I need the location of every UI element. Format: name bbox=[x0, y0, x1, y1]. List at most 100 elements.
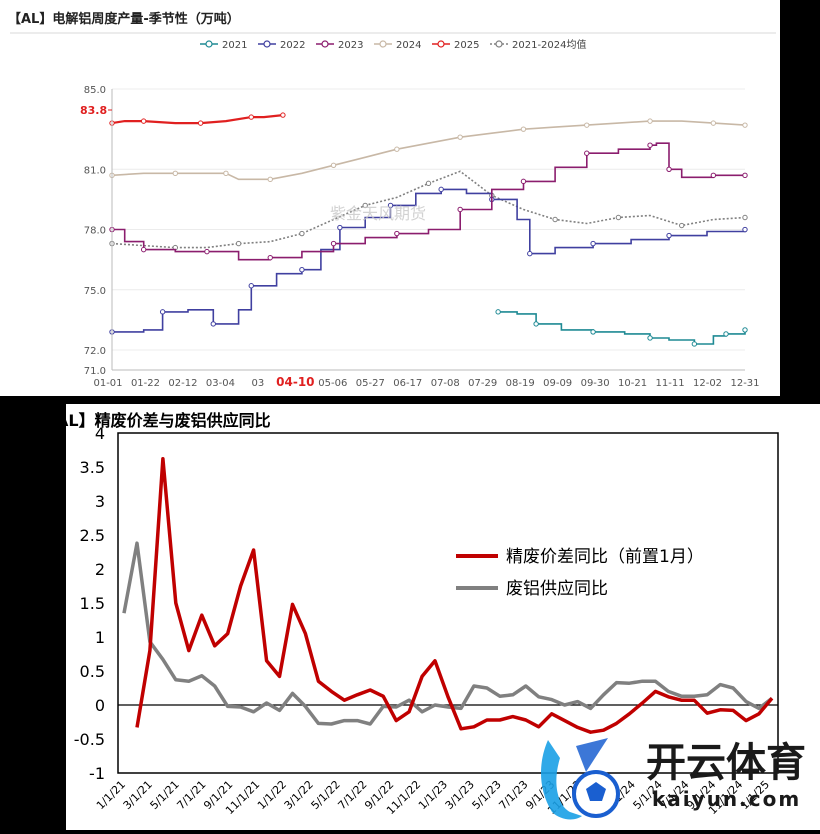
data-point bbox=[248, 283, 254, 289]
data-point bbox=[691, 341, 698, 347]
data-point bbox=[394, 230, 400, 237]
y-tick-label: 1 bbox=[95, 628, 105, 647]
brand-url: kaiyun.com bbox=[652, 787, 801, 811]
y-tick-label: 2.5 bbox=[80, 526, 105, 545]
data-point bbox=[742, 122, 748, 128]
legend-label: 2022 bbox=[280, 40, 305, 51]
x-tick-label: 10-21 bbox=[618, 378, 647, 389]
data-point bbox=[520, 178, 527, 185]
data-point bbox=[387, 202, 394, 209]
legend-entry: 废铝供应同比 bbox=[456, 579, 608, 599]
legend-label: 2023 bbox=[338, 40, 363, 51]
legend-entry: 精废价差同比（前置1月） bbox=[456, 547, 704, 567]
x-tick-label: 07-08 bbox=[431, 378, 460, 389]
data-point bbox=[533, 321, 539, 327]
chart2-legend: 精废价差同比（前置1月） 废铝供应同比 bbox=[456, 547, 704, 599]
legend-label: 2025 bbox=[454, 40, 479, 51]
data-point bbox=[590, 240, 596, 247]
data-point bbox=[615, 214, 622, 221]
x-tick-label: 05-27 bbox=[356, 378, 385, 389]
data-point bbox=[159, 309, 166, 315]
y-tick-label: 75.0 bbox=[84, 286, 106, 297]
data-point bbox=[438, 186, 444, 193]
series-line bbox=[111, 120, 746, 181]
data-point bbox=[140, 118, 147, 124]
legend-label: 精废价差同比（前置1月） bbox=[506, 547, 704, 567]
x-tick-label: 07-29 bbox=[468, 378, 497, 389]
legend-entry: 2023 bbox=[316, 40, 363, 51]
legend-entry: 2022 bbox=[258, 40, 305, 51]
data-point bbox=[710, 120, 717, 126]
y-tick-label: 71.0 bbox=[84, 366, 106, 377]
data-point bbox=[457, 206, 463, 213]
x-tick-label: 11-11 bbox=[656, 378, 685, 389]
data-point bbox=[520, 126, 527, 132]
data-point bbox=[457, 134, 463, 140]
legend-entry: 2025 bbox=[432, 40, 479, 51]
chart2-title: 【AL】精废价差与废铝供应同比 bbox=[40, 411, 271, 430]
data-point bbox=[394, 146, 400, 152]
data-point bbox=[223, 170, 229, 177]
x-tick-label: 03 bbox=[252, 378, 265, 389]
weekly-output-seasonal-chart: 【AL】电解铝周度产量-季节性（万吨） 2021 2022 2023 2024 2025… bbox=[0, 0, 780, 396]
data-point bbox=[425, 180, 432, 187]
scrap-spread-supply-chart: 【AL】精废价差与废铝供应同比 4 3.5 3 2.5 2 1.5 1 0.5 0 -0.5 -1 … bbox=[0, 404, 820, 830]
y-tick-label: 1.5 bbox=[80, 594, 105, 613]
data-point bbox=[235, 240, 242, 247]
series-line bbox=[111, 170, 746, 249]
data-point bbox=[267, 254, 273, 261]
data-point bbox=[584, 150, 590, 156]
y-tick-label: 0 bbox=[95, 696, 105, 715]
y-tick-label: 78.0 bbox=[84, 226, 106, 237]
data-point bbox=[299, 230, 305, 237]
chart1-y-axis: 85.0 81.0 78.0 75.0 72.0 71.0 bbox=[84, 85, 745, 377]
data-point bbox=[280, 112, 286, 118]
chart1-legend: 2021 2022 2023 2024 2025 2021-2024均值 bbox=[200, 38, 587, 51]
data-point bbox=[337, 224, 343, 231]
x-tick-label: 12-31 bbox=[730, 378, 759, 389]
y-tick-label: 3 bbox=[95, 492, 105, 511]
data-point bbox=[723, 331, 729, 337]
chart1-x-axis: 01-01 01-22 02-12 03-04 03 04-10 05-06 05-27 06-… bbox=[93, 375, 759, 389]
y-tick-label: 4 bbox=[95, 424, 105, 443]
y-tick-label: 85.0 bbox=[84, 85, 106, 96]
data-point bbox=[495, 309, 501, 315]
x-tick-label: 09-09 bbox=[543, 378, 572, 389]
data-point bbox=[204, 248, 210, 255]
legend-entry: 2021-2024均值 bbox=[490, 38, 587, 51]
x-tick-label: 06-17 bbox=[393, 378, 422, 389]
brand-watermark: 开云体育 kaiyun.com bbox=[541, 738, 806, 820]
legend-label: 废铝供应同比 bbox=[506, 579, 608, 599]
x-tick-label: 12-02 bbox=[693, 378, 722, 389]
x-tick-label: 01-22 bbox=[131, 378, 160, 389]
series-line bbox=[122, 541, 774, 726]
data-point bbox=[742, 226, 748, 233]
legend-label: 2021-2024均值 bbox=[512, 38, 587, 51]
data-point bbox=[172, 170, 179, 177]
data-point bbox=[330, 240, 337, 247]
y-tick-label: -1 bbox=[89, 764, 105, 783]
y-tick-label: 81.0 bbox=[84, 165, 106, 176]
data-point bbox=[710, 172, 717, 179]
series-line bbox=[135, 457, 774, 734]
data-point bbox=[742, 214, 748, 221]
data-point bbox=[742, 327, 748, 333]
x-tick-label: 05-06 bbox=[318, 378, 347, 389]
y-tick-label: 0.5 bbox=[80, 662, 105, 681]
y-tick-label: 3.5 bbox=[80, 458, 105, 477]
data-point bbox=[647, 335, 653, 341]
highlight-value-label: 83.8 bbox=[80, 104, 107, 117]
data-point bbox=[552, 216, 558, 223]
data-point bbox=[647, 118, 653, 124]
legend-label: 2021 bbox=[222, 40, 247, 51]
x-tick-label: 09-30 bbox=[581, 378, 610, 389]
y-tick-label: -0.5 bbox=[74, 730, 105, 749]
data-point bbox=[330, 162, 337, 168]
data-point bbox=[666, 232, 672, 239]
data-point bbox=[742, 172, 748, 179]
data-point bbox=[197, 120, 204, 126]
x-tick-label: 04-10 bbox=[276, 375, 314, 389]
data-point bbox=[666, 166, 672, 173]
chart2-y-axis: 4 3.5 3 2.5 2 1.5 1 0.5 0 -0.5 -1 bbox=[74, 424, 105, 783]
legend-entry: 2024 bbox=[374, 40, 421, 51]
